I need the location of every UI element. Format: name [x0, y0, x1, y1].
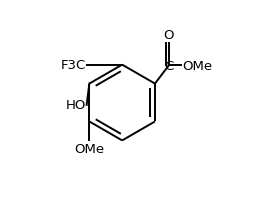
Text: O: O: [164, 29, 174, 42]
Text: OMe: OMe: [183, 60, 213, 73]
Text: C: C: [164, 60, 173, 73]
Text: F3C: F3C: [60, 59, 86, 72]
Text: HO: HO: [65, 99, 86, 112]
Text: OMe: OMe: [74, 142, 104, 155]
